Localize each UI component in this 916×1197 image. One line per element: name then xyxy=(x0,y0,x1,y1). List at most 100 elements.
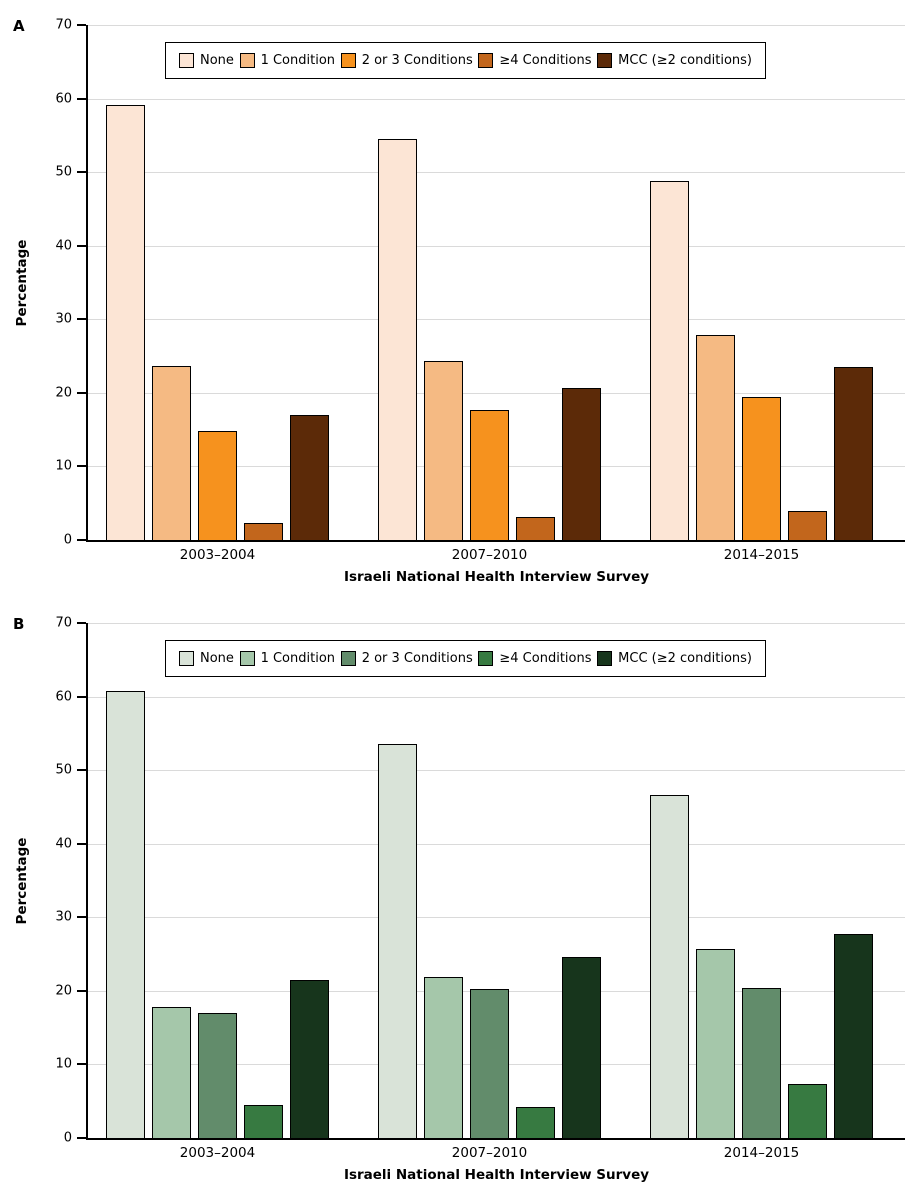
x-axis-title: Israeli National Health Interview Survey xyxy=(343,1167,650,1183)
bar xyxy=(378,139,417,540)
gridline xyxy=(88,172,905,174)
y-tick-mark xyxy=(77,24,86,26)
y-tick-label: 10 xyxy=(55,458,72,474)
gridline xyxy=(88,245,905,247)
legend-item: None xyxy=(179,53,234,68)
y-tick-label: 40 xyxy=(55,836,72,852)
y-tick-label: 60 xyxy=(55,689,72,705)
bar xyxy=(742,987,781,1138)
y-tick-mark xyxy=(77,842,86,845)
y-tick-mark xyxy=(77,465,86,468)
bar xyxy=(152,1007,191,1138)
legend-label: None xyxy=(200,651,234,666)
bar xyxy=(470,409,509,540)
legend-item: ≥4 Conditions xyxy=(478,651,592,666)
legend-item: 2 or 3 Conditions xyxy=(340,651,473,666)
y-tick-label: 20 xyxy=(55,385,72,401)
legend: None 1 Condition 2 or 3 Conditions ≥4 Condi… xyxy=(165,640,766,677)
legend-swatch xyxy=(340,53,356,68)
x-axis-line xyxy=(86,1138,905,1140)
bar xyxy=(244,1104,283,1138)
legend-swatch xyxy=(597,53,613,68)
legend-label: 2 or 3 Conditions xyxy=(361,651,473,666)
y-axis-title: Percentage xyxy=(14,239,30,327)
legend-item: 1 Condition xyxy=(239,651,336,666)
y-tick-mark xyxy=(77,171,86,174)
legend-swatch xyxy=(239,53,255,68)
gridline xyxy=(88,319,905,321)
y-tick-label: 0 xyxy=(63,1130,72,1146)
x-axis-line xyxy=(86,540,905,542)
legend-item: MCC (≥2 conditions) xyxy=(597,53,752,68)
y-tick-label: 0 xyxy=(63,532,72,548)
x-tick-label: 2003–2004 xyxy=(179,547,256,563)
bar xyxy=(650,795,689,1138)
legend-label: ≥4 Conditions xyxy=(499,53,592,68)
gridline xyxy=(88,696,905,698)
plot-area: None 1 Condition 2 or 3 Conditions ≥4 Condi… xyxy=(55,18,905,548)
y-tick-label: 30 xyxy=(55,909,72,925)
y-tick-label: 40 xyxy=(55,238,72,254)
plot-area: None 1 Condition 2 or 3 Conditions ≥4 Condi… xyxy=(55,616,905,1146)
legend-swatch xyxy=(478,651,494,666)
gridline xyxy=(88,770,905,772)
x-axis-title: Israeli National Health Interview Survey xyxy=(343,569,650,585)
gridline xyxy=(88,392,905,394)
bar xyxy=(424,976,463,1138)
x-tick-label: 2014–2015 xyxy=(723,547,800,563)
x-tick-label: 2003–2004 xyxy=(179,1145,256,1161)
bar xyxy=(788,511,827,540)
bar xyxy=(152,366,191,540)
y-tick-mark xyxy=(77,769,86,772)
legend-label: None xyxy=(200,53,234,68)
legend-label: 1 Condition xyxy=(260,651,336,666)
bar xyxy=(290,414,329,540)
bar-group xyxy=(650,180,873,540)
bar xyxy=(516,517,555,540)
y-axis-line xyxy=(86,623,88,1138)
gridline xyxy=(88,25,905,26)
legend-swatch xyxy=(597,651,613,666)
bar xyxy=(562,387,601,540)
bar xyxy=(378,744,417,1138)
x-tick-label: 2007–2010 xyxy=(451,547,528,563)
x-tick-label: 2007–2010 xyxy=(451,1145,528,1161)
gridline xyxy=(88,843,905,845)
legend-swatch xyxy=(179,53,194,68)
bar xyxy=(834,367,873,540)
panel-letter: B xyxy=(13,615,25,633)
bar-group xyxy=(650,795,873,1138)
y-tick-mark xyxy=(77,318,86,321)
bar xyxy=(198,1012,237,1138)
bar xyxy=(696,948,735,1138)
bar xyxy=(696,335,735,540)
bar xyxy=(516,1107,555,1138)
legend-label: ≥4 Conditions xyxy=(499,651,592,666)
gridline xyxy=(88,623,905,624)
bar xyxy=(424,360,463,540)
bar xyxy=(244,523,283,540)
bar-group xyxy=(378,139,601,540)
legend-item: None xyxy=(179,651,234,666)
panel-B: B Percentage None 1 Condition 2 or 3 Condi… xyxy=(0,598,916,1196)
bar-group xyxy=(106,691,329,1138)
legend-item: ≥4 Conditions xyxy=(478,53,592,68)
legend-label: 1 Condition xyxy=(260,53,336,68)
gridline xyxy=(88,917,905,919)
bar xyxy=(106,105,145,540)
bar xyxy=(198,431,237,540)
y-tick-mark xyxy=(77,695,86,698)
bar-group xyxy=(106,105,329,540)
x-tick-label: 2014–2015 xyxy=(723,1145,800,1161)
legend-item: 1 Condition xyxy=(239,53,336,68)
y-axis-line xyxy=(86,25,88,540)
panel-letter: A xyxy=(13,17,25,35)
y-tick-mark xyxy=(77,989,86,992)
y-tick-label: 10 xyxy=(55,1056,72,1072)
panel-A: A Percentage None 1 Condition 2 or 3 Condi… xyxy=(0,0,916,598)
y-tick-mark xyxy=(77,391,86,394)
legend-swatch xyxy=(340,651,356,666)
y-tick-mark xyxy=(77,1063,86,1066)
y-tick-label: 30 xyxy=(55,311,72,327)
y-tick-mark xyxy=(77,1137,86,1139)
